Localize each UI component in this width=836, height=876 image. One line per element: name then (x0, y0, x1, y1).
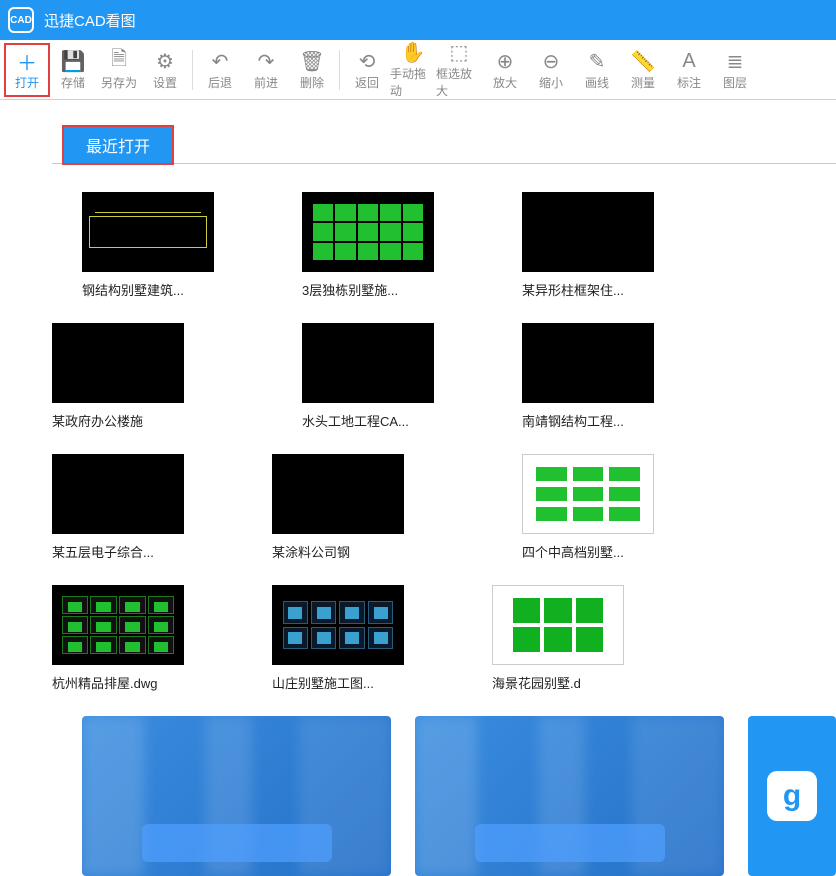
zoombox-label: 框选放大 (436, 65, 482, 99)
file-item[interactable]: 某异形柱框架住... (522, 192, 742, 299)
measure-button[interactable]: 📏测量 (620, 43, 666, 97)
toolbar: ＋打开💾存储🗎另存为⚙设置↶后退↷前进🗑删除⟲返回✋手动拖动⬚框选放大⊕放大⊖缩… (0, 40, 836, 100)
measure-label: 测量 (631, 74, 655, 91)
zoomin-icon: ⊕ (497, 48, 514, 74)
banner-row: g (52, 716, 836, 876)
app-title: 迅捷CAD看图 (44, 10, 136, 31)
settings-label: 设置 (153, 74, 177, 91)
zoomin-button[interactable]: ⊕放大 (482, 43, 528, 97)
file-name: 四个中高档别墅... (522, 542, 682, 561)
file-thumbnail (52, 323, 184, 403)
saveas-button[interactable]: 🗎另存为 (96, 43, 142, 97)
file-item[interactable]: 南靖钢结构工程... (522, 323, 742, 430)
open-icon: ＋ (17, 48, 37, 74)
file-grid: 钢结构别墅建筑... 3层独栋别墅施... 某异形柱框架住... 某政府办公楼施 水头工… (52, 164, 836, 716)
file-thumbnail (272, 585, 404, 665)
toolbar-separator (339, 50, 340, 90)
file-name: 杭州精品排屋.dwg (52, 673, 212, 692)
content-area: 最近打开 钢结构别墅建筑... 3层独栋别墅施... 某异形柱框架住... 某政府办公… (0, 100, 836, 876)
zoomin-label: 放大 (493, 74, 517, 91)
line-label: 画线 (585, 74, 609, 91)
line-button[interactable]: ✎画线 (574, 43, 620, 97)
settings-icon: ⚙ (156, 48, 174, 74)
file-thumbnail (522, 323, 654, 403)
file-item[interactable]: 山庄别墅施工图... (272, 585, 492, 692)
file-name: 某五层电子综合... (52, 542, 212, 561)
file-item[interactable]: 3层独栋别墅施... (302, 192, 522, 299)
settings-button[interactable]: ⚙设置 (142, 43, 188, 97)
file-thumbnail (52, 454, 184, 534)
file-item[interactable]: 杭州精品排屋.dwg (52, 585, 272, 692)
file-thumbnail (302, 192, 434, 272)
file-name: 南靖钢结构工程... (522, 411, 682, 430)
toolbar-separator (192, 50, 193, 90)
zoomout-label: 缩小 (539, 74, 563, 91)
promo-banner-3[interactable]: g (748, 716, 836, 876)
save-button[interactable]: 💾存储 (50, 43, 96, 97)
delete-icon: 🗑 (299, 48, 324, 74)
save-label: 存储 (61, 74, 85, 91)
open-label: 打开 (15, 74, 39, 91)
pan-button[interactable]: ✋手动拖动 (390, 43, 436, 97)
file-thumbnail (522, 192, 654, 272)
return-button[interactable]: ⟲返回 (344, 43, 390, 97)
pan-icon: ✋ (401, 40, 426, 65)
delete-button[interactable]: 🗑删除 (289, 43, 335, 97)
forward-label: 前进 (254, 74, 278, 91)
file-name: 山庄别墅施工图... (272, 673, 432, 692)
layers-button[interactable]: ≣图层 (712, 43, 758, 97)
file-item[interactable]: 某涂料公司钢 (272, 454, 492, 561)
file-name: 3层独栋别墅施... (302, 280, 462, 299)
file-name: 某涂料公司钢 (272, 542, 432, 561)
file-thumbnail (492, 585, 624, 665)
zoombox-icon: ⬚ (450, 40, 469, 65)
pan-label: 手动拖动 (390, 65, 436, 99)
zoomout-icon: ⊖ (543, 48, 560, 74)
titlebar: CAD 迅捷CAD看图 (0, 0, 836, 40)
measure-icon: 📏 (631, 48, 656, 74)
return-label: 返回 (355, 74, 379, 91)
forward-icon: ↷ (258, 48, 275, 74)
file-thumbnail (272, 454, 404, 534)
open-button[interactable]: ＋打开 (4, 43, 50, 97)
back-button[interactable]: ↶后退 (197, 43, 243, 97)
promo-banner-2[interactable] (415, 716, 724, 876)
delete-label: 删除 (300, 74, 324, 91)
return-icon: ⟲ (359, 48, 376, 74)
file-thumbnail (82, 192, 214, 272)
file-item[interactable]: 钢结构别墅建筑... (82, 192, 302, 299)
promo-banner-1[interactable] (82, 716, 391, 876)
file-name: 某异形柱框架住... (522, 280, 682, 299)
zoomout-button[interactable]: ⊖缩小 (528, 43, 574, 97)
file-name: 钢结构别墅建筑... (82, 280, 242, 299)
file-thumbnail (52, 585, 184, 665)
file-item[interactable]: 海景花园别墅.d (492, 585, 712, 692)
annotate-button[interactable]: A标注 (666, 43, 712, 97)
back-icon: ↶ (212, 48, 229, 74)
file-thumbnail (522, 454, 654, 534)
recent-tab[interactable]: 最近打开 (62, 125, 174, 165)
back-label: 后退 (208, 74, 232, 91)
file-name: 某政府办公楼施 (52, 411, 212, 430)
file-item[interactable]: 某政府办公楼施 (52, 323, 272, 430)
file-item[interactable]: 某五层电子综合... (52, 454, 272, 561)
saveas-icon: 🗎 (111, 48, 127, 74)
file-name: 海景花园别墅.d (492, 673, 652, 692)
file-thumbnail (302, 323, 434, 403)
zoombox-button[interactable]: ⬚框选放大 (436, 43, 482, 97)
file-name: 水头工地工程CA... (302, 411, 462, 430)
save-icon: 💾 (61, 48, 86, 74)
layers-label: 图层 (723, 74, 747, 91)
annotate-label: 标注 (677, 74, 701, 91)
forward-button[interactable]: ↷前进 (243, 43, 289, 97)
app-icon: CAD (8, 7, 34, 33)
saveas-label: 另存为 (101, 74, 137, 91)
annotate-icon: A (682, 48, 695, 74)
layers-icon: ≣ (727, 48, 744, 74)
file-item[interactable]: 水头工地工程CA... (302, 323, 522, 430)
line-icon: ✎ (589, 48, 606, 74)
file-item[interactable]: 四个中高档别墅... (522, 454, 742, 561)
